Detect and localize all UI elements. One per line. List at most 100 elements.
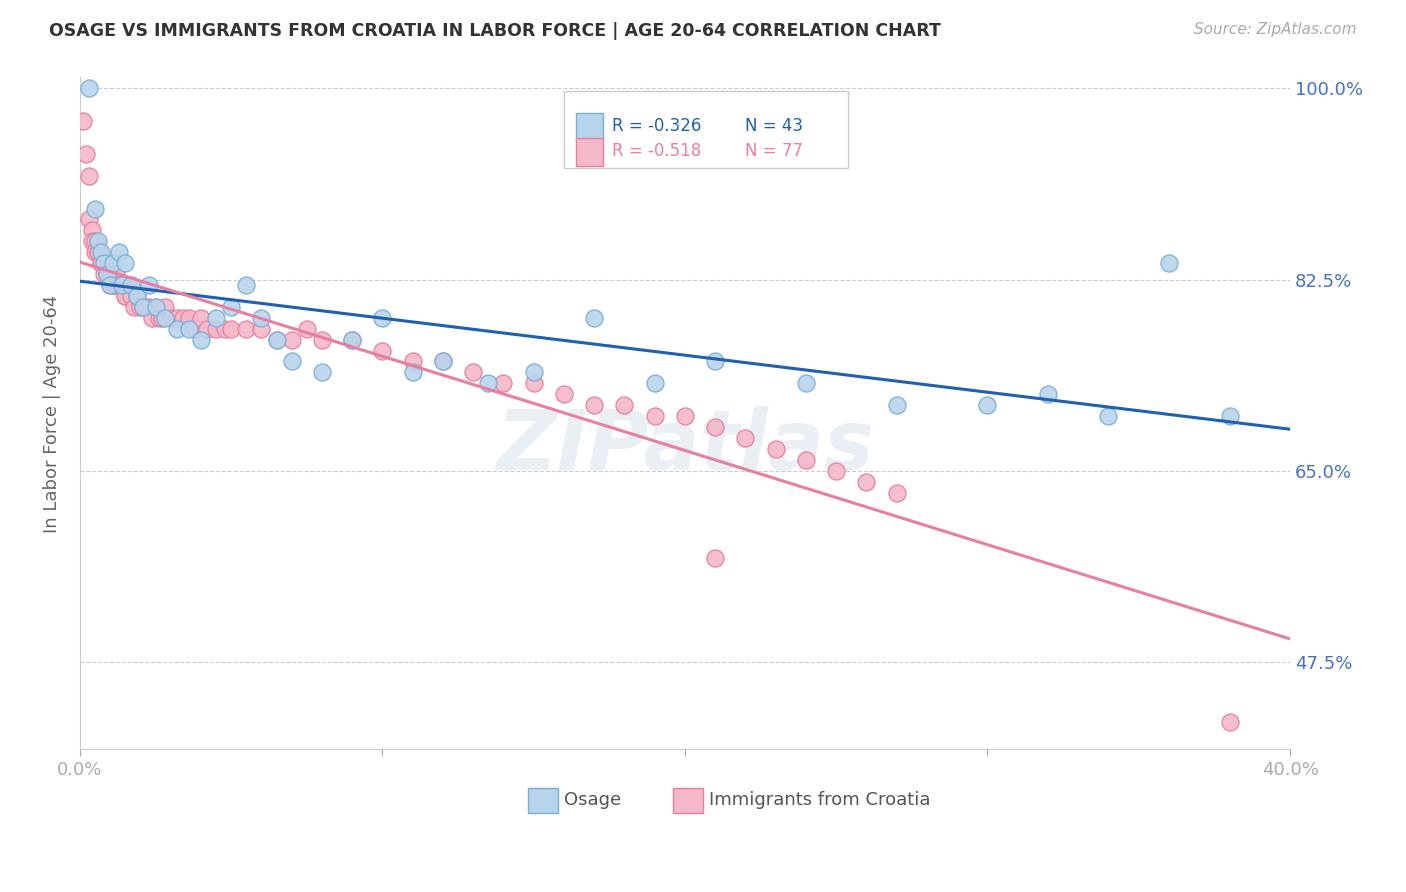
Point bbox=[114, 256, 136, 270]
Bar bbox=[576, 113, 603, 141]
Point bbox=[340, 333, 363, 347]
Point bbox=[153, 300, 176, 314]
Point bbox=[492, 376, 515, 391]
Point bbox=[138, 278, 160, 293]
Point bbox=[190, 333, 212, 347]
Point bbox=[114, 289, 136, 303]
Point bbox=[98, 267, 121, 281]
Point bbox=[477, 376, 499, 391]
Text: R = -0.326: R = -0.326 bbox=[613, 118, 702, 136]
Point bbox=[141, 310, 163, 325]
Point bbox=[1036, 387, 1059, 401]
Point bbox=[98, 278, 121, 293]
Point bbox=[120, 289, 142, 303]
Point bbox=[77, 169, 100, 183]
Y-axis label: In Labor Force | Age 20-64: In Labor Force | Age 20-64 bbox=[44, 294, 60, 533]
Point bbox=[145, 300, 167, 314]
Point bbox=[311, 333, 333, 347]
Point bbox=[96, 267, 118, 281]
Point bbox=[84, 235, 107, 249]
Point bbox=[124, 300, 146, 314]
Point bbox=[205, 310, 228, 325]
Point bbox=[145, 300, 167, 314]
Point bbox=[463, 365, 485, 379]
Point bbox=[1097, 409, 1119, 423]
Point bbox=[96, 267, 118, 281]
Point bbox=[127, 289, 149, 303]
Point bbox=[583, 310, 606, 325]
Point bbox=[734, 431, 756, 445]
Point bbox=[1218, 409, 1240, 423]
Point bbox=[114, 289, 136, 303]
Point bbox=[96, 267, 118, 281]
Point bbox=[105, 278, 128, 293]
Bar bbox=[564, 91, 848, 169]
Text: Osage: Osage bbox=[564, 790, 621, 809]
Point bbox=[1218, 714, 1240, 729]
Bar bbox=[576, 138, 603, 166]
Point bbox=[765, 442, 787, 456]
Point bbox=[432, 354, 454, 368]
Point bbox=[132, 300, 155, 314]
Point bbox=[90, 256, 112, 270]
Point bbox=[117, 278, 139, 293]
Point bbox=[280, 354, 302, 368]
Point bbox=[401, 354, 423, 368]
Point bbox=[108, 278, 131, 293]
Point bbox=[825, 464, 848, 478]
Point bbox=[583, 398, 606, 412]
Point bbox=[90, 245, 112, 260]
Point bbox=[523, 376, 546, 391]
Point bbox=[235, 322, 257, 336]
Point bbox=[80, 223, 103, 237]
Point bbox=[84, 202, 107, 216]
Point bbox=[266, 333, 288, 347]
Point bbox=[159, 310, 181, 325]
Point bbox=[794, 452, 817, 467]
Point bbox=[101, 278, 124, 293]
Point bbox=[129, 300, 152, 314]
Point bbox=[87, 245, 110, 260]
Point bbox=[105, 267, 128, 281]
Point bbox=[613, 398, 636, 412]
Point bbox=[266, 333, 288, 347]
Point bbox=[90, 256, 112, 270]
Point bbox=[84, 245, 107, 260]
Point bbox=[704, 551, 727, 566]
Point bbox=[280, 333, 302, 347]
Point bbox=[219, 322, 242, 336]
Text: Immigrants from Croatia: Immigrants from Croatia bbox=[709, 790, 931, 809]
Point bbox=[195, 322, 218, 336]
Point bbox=[855, 475, 877, 489]
Point bbox=[166, 322, 188, 336]
Text: Source: ZipAtlas.com: Source: ZipAtlas.com bbox=[1194, 22, 1357, 37]
Point bbox=[340, 333, 363, 347]
Point bbox=[205, 322, 228, 336]
Point bbox=[77, 212, 100, 227]
Point bbox=[432, 354, 454, 368]
Point bbox=[235, 278, 257, 293]
Point bbox=[93, 256, 115, 270]
Point bbox=[553, 387, 575, 401]
Point bbox=[794, 376, 817, 391]
Point bbox=[98, 278, 121, 293]
Point bbox=[250, 322, 273, 336]
Point bbox=[1157, 256, 1180, 270]
Point bbox=[138, 300, 160, 314]
Point bbox=[190, 310, 212, 325]
Point bbox=[72, 114, 94, 128]
Point bbox=[250, 310, 273, 325]
Point bbox=[127, 289, 149, 303]
Point bbox=[311, 365, 333, 379]
Point bbox=[673, 409, 696, 423]
Point bbox=[704, 420, 727, 434]
Point bbox=[172, 310, 194, 325]
Text: N = 77: N = 77 bbox=[745, 143, 803, 161]
Text: N = 43: N = 43 bbox=[745, 118, 803, 136]
Text: ZIPatlas: ZIPatlas bbox=[496, 407, 875, 487]
Point bbox=[886, 398, 908, 412]
Point bbox=[111, 278, 134, 293]
Point bbox=[153, 310, 176, 325]
Point bbox=[80, 235, 103, 249]
Point bbox=[132, 300, 155, 314]
